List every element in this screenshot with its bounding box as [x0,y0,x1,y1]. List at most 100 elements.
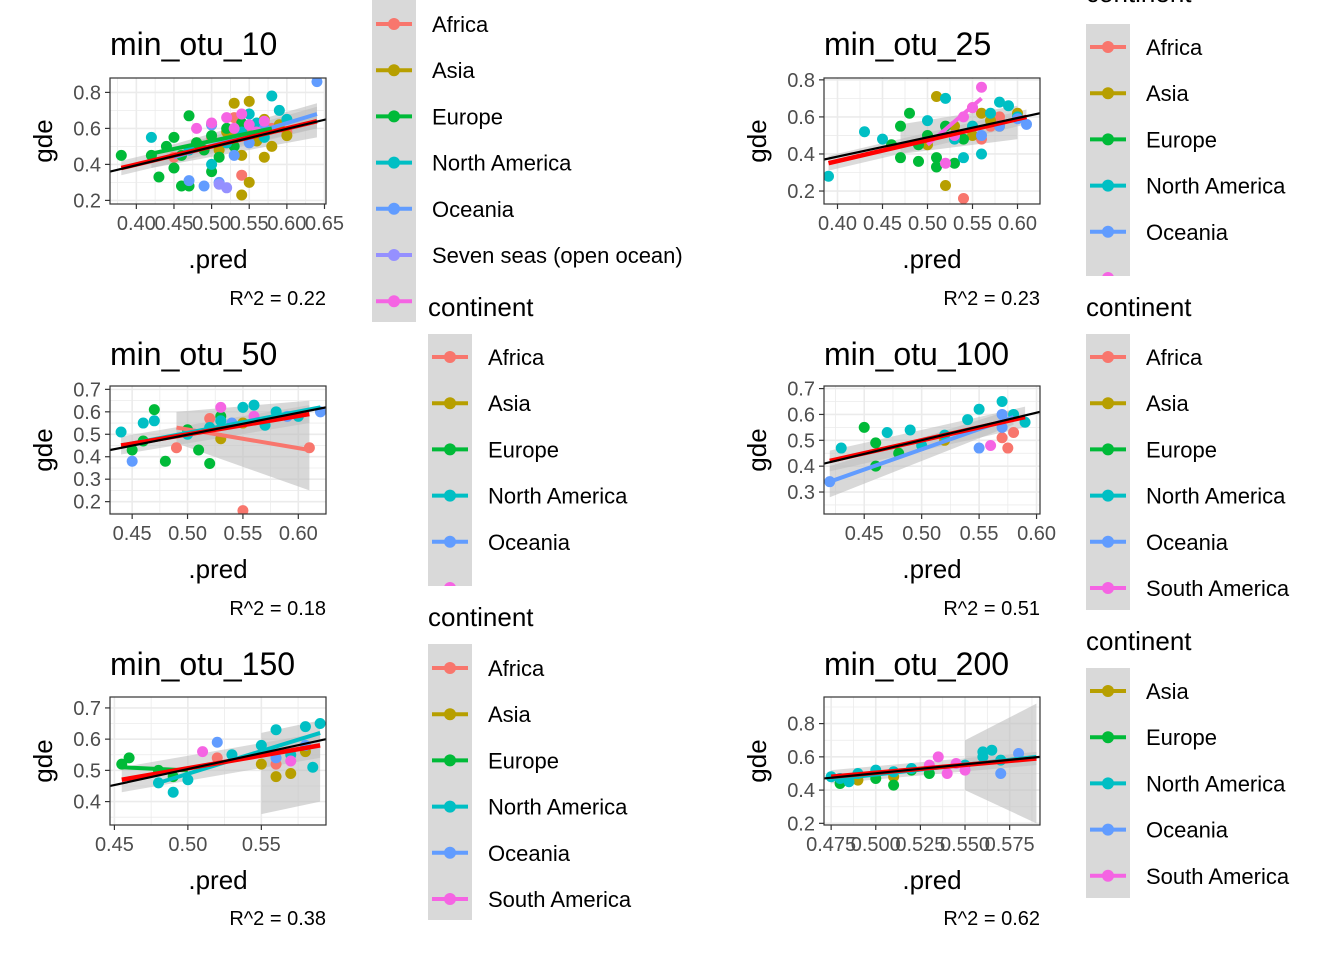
facet-min-otu-50: 0.45 0.50 0.55 0.60 0.20.30.40.50.60.7 min_ot… [28,292,628,620]
point-north-america [314,718,326,730]
legend: continent Africa Asia Europe North America Oc… [428,602,632,920]
y-tick-label: 0.5 [73,760,101,782]
point-north-america [996,396,1008,408]
legend-label: North America [1146,484,1286,509]
legend-key-point [388,295,400,308]
facet-title: min_otu_25 [824,26,991,62]
point-south-america [236,108,248,120]
y-tick-label: 0.2 [73,492,101,514]
legend-title: continent [1086,292,1192,322]
x-tick-label: 0.55 [960,523,999,545]
facet-min-otu-150: 0.45 0.50 0.55 0.4 0.5 0.6 0.7 min_otu_150 .pred… [28,602,632,930]
point-north-america [985,107,996,119]
y-axis-label: gde [28,119,58,162]
y-axis-label: gde [742,119,772,162]
point-seven-seas-open-ocean- [221,182,233,194]
legend-key-point [1102,443,1114,456]
point-north-america [962,414,974,426]
point-north-america [973,403,985,415]
legend-key-point [444,443,456,456]
point-north-america [940,92,951,104]
point-north-america [270,724,282,736]
y-tick-label: 0.6 [787,747,815,769]
x-axis-label: .pred [902,244,961,274]
legend-key-point [444,582,456,586]
legend-key-point [388,249,400,261]
x-tick-label: 0.60 [267,213,306,235]
point-north-america [881,427,893,439]
fit-line-black-reference [110,738,326,788]
legend-key-point [444,535,456,548]
point-europe [870,437,882,449]
panel-border [109,77,327,205]
point-south-america [959,764,971,776]
legend-key-point [444,800,456,813]
y-tick-label: 0.7 [73,379,101,401]
point-north-america [182,774,194,786]
point-oceania [973,442,985,454]
point-europe [168,162,180,174]
y-axis-label: gde [28,739,58,782]
x-tick-label: 0.55 [953,213,992,235]
legend-key-point [388,110,400,123]
point-europe [159,455,171,467]
point-asia [236,189,248,201]
point-asia [281,130,293,142]
point-europe [895,152,906,164]
r-squared-annotation: R^2 = 0.18 [229,598,326,620]
y-tick-label: 0.4 [787,456,815,478]
y-tick-label: 0.5 [73,424,101,446]
point-north-america [877,133,888,145]
point-europe [183,110,195,122]
legend-key-background [428,334,472,586]
x-tick-label: 0.500 [851,834,901,856]
x-tick-label: 0.50 [902,523,941,545]
facet-title: min_otu_200 [824,646,1009,682]
legend-label: Asia [432,58,476,83]
point-europe [193,444,205,456]
legend-key-point [1102,869,1114,882]
point-north-america [835,442,847,454]
point-north-america [266,90,278,102]
x-axis-label: .pred [188,554,247,584]
point-south-america [258,115,270,127]
y-tick-label: 0.2 [73,190,101,212]
point-europe [168,131,180,143]
x-tick-label: 0.50 [908,213,947,235]
point-oceania [976,129,987,141]
legend: continent Africa Asia Europe North America Oc… [1086,0,1286,276]
legend-key-point [388,156,400,169]
y-tick-label: 0.2 [787,813,815,835]
legend-label: North America [488,484,628,509]
point-europe [858,421,870,433]
fit-line-black-reference [824,112,1040,161]
y-axis-label: gde [742,428,772,471]
legend-key-point [1102,225,1114,238]
legend-label: Europe [1146,127,1217,152]
legend-label: Europe [488,748,559,773]
point-asia [940,179,951,191]
legend-key-point [1102,272,1114,276]
point-europe [221,122,233,134]
point-asia [243,95,255,107]
y-tick-label: 0.4 [73,154,101,176]
x-tick-label: 0.60 [279,523,318,545]
legend-key-point [444,708,456,721]
legend-label: North America [488,795,628,820]
point-africa [170,442,182,454]
point-oceania [228,149,240,161]
y-tick-label: 0.8 [73,82,101,104]
legend-key-point [1102,41,1114,53]
point-africa [1002,442,1014,454]
y-tick-label: 0.4 [73,447,101,469]
legend-key-background [428,644,472,920]
legend-label: Africa [488,345,545,370]
legend-key-point [1102,823,1114,836]
point-asia [236,149,248,161]
facet-title: min_otu_100 [824,336,1009,372]
point-asia [967,129,978,141]
fit-line-black-reference [824,410,1040,465]
legend-label: Asia [1146,81,1190,106]
point-oceania [1021,118,1032,130]
legend-label: Africa [1146,35,1203,60]
